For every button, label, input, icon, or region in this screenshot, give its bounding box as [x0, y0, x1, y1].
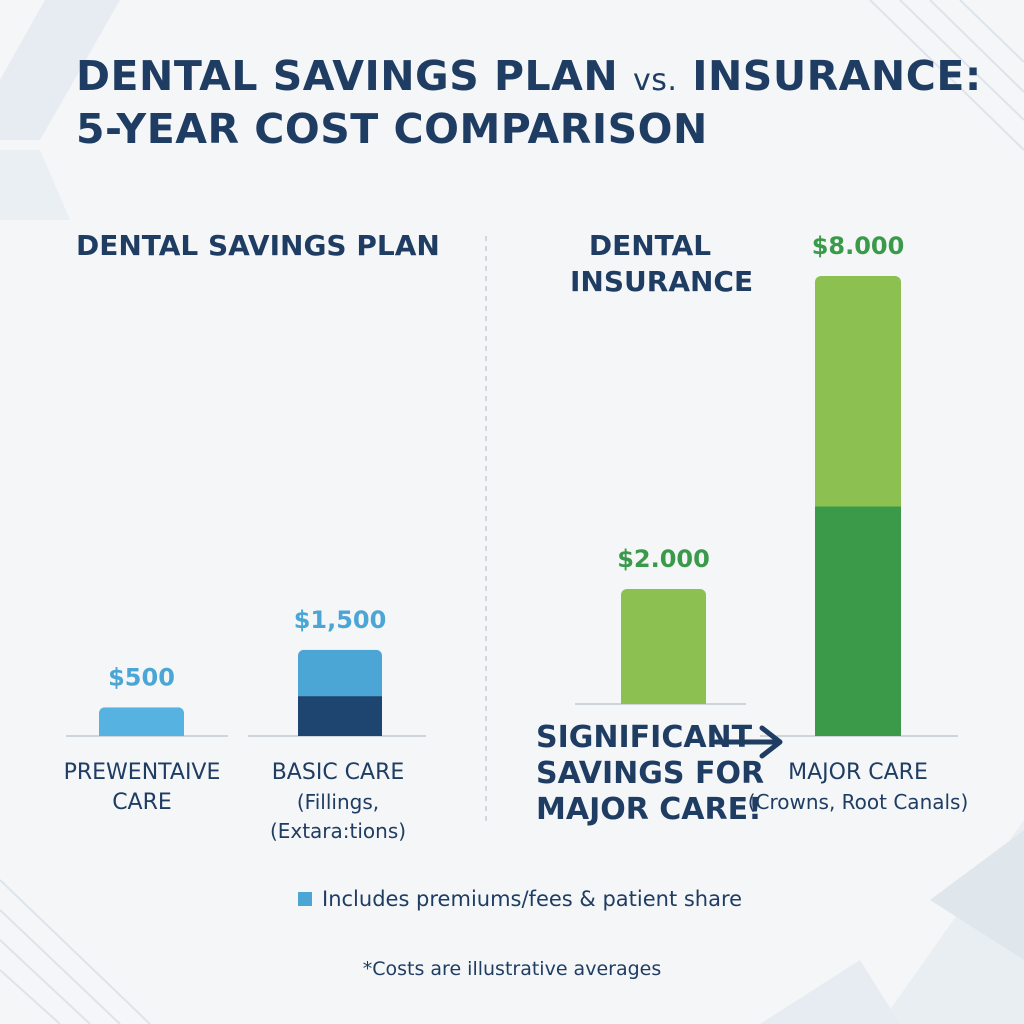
chart-title: DENTAL SAVINGS PLAN vs. INSURANCE: 5-YEA… — [76, 52, 982, 153]
bar-0-segment-0 — [99, 707, 184, 736]
category-label-1-line-2: (Extara:tions) — [269, 819, 407, 843]
bar-value-label-3: $8.000 — [812, 232, 905, 260]
category-label-1-line-1: (Fillings, — [296, 790, 380, 814]
savings-callout: SIGNIFICANT SAVINGS FOR MAJOR CARE! — [536, 720, 764, 828]
title-subtitle: 5-YEAR COST COMPARISON — [76, 105, 708, 153]
panel-title-insurance-line1: DENTAL — [588, 229, 712, 262]
title-vs: vs. — [633, 63, 678, 98]
bar-3-segment-1 — [815, 276, 901, 507]
panel-title-insurance-line2: INSURANCE — [570, 265, 754, 298]
category-label-1: BASIC CARE (Fillings, (Extara:tions) — [208, 758, 468, 846]
legend-swatch — [298, 892, 312, 906]
category-label-3-line-1: (Crowns, Root Canals) — [747, 790, 969, 814]
category-label-3: MAJOR CARE (Crowns, Root Canals) — [728, 758, 988, 817]
callout-line-1: SIGNIFICANT — [536, 720, 753, 755]
footnote: *Costs are illustrative averages — [362, 958, 662, 980]
category-label-1-line-0: BASIC CARE — [271, 760, 405, 785]
bar-2-segment-0 — [621, 589, 706, 704]
callout-line-2: SAVINGS FOR — [536, 756, 765, 791]
title-part-plan: DENTAL SAVINGS PLAN — [76, 52, 619, 100]
category-label-0: PREWENTAIVE CARE — [12, 758, 272, 818]
bar-1-segment-1 — [298, 649, 382, 697]
title-part-insurance: INSURANCE: — [692, 52, 982, 100]
bar-2 — [621, 589, 706, 704]
panel-title-savings-plan: DENTAL SAVINGS PLAN — [76, 229, 440, 262]
bar-value-label-1: $1,500 — [294, 606, 387, 634]
category-label-0-line-0: PREWENTAIVE — [63, 760, 221, 785]
bar-1 — [298, 649, 382, 736]
category-label-3-line-0: MAJOR CARE — [788, 760, 928, 785]
bar-value-label-0: $500 — [108, 663, 175, 691]
bar-3-segment-0 — [815, 506, 901, 736]
callout-line-3: MAJOR CARE! — [536, 792, 762, 827]
bar-0 — [99, 707, 184, 736]
chart-legend: Includes premiums/fees & patient share — [298, 885, 742, 913]
category-label-0-line-1: CARE — [112, 790, 172, 815]
panel-title-insurance: DENTAL INSURANCE — [570, 228, 753, 300]
bar-value-label-2: $2.000 — [617, 545, 710, 573]
bar-3 — [815, 276, 901, 736]
legend-label: Includes premiums/fees & patient share — [322, 887, 743, 911]
bar-1-segment-0 — [298, 695, 382, 736]
arrow-icon — [713, 725, 783, 759]
